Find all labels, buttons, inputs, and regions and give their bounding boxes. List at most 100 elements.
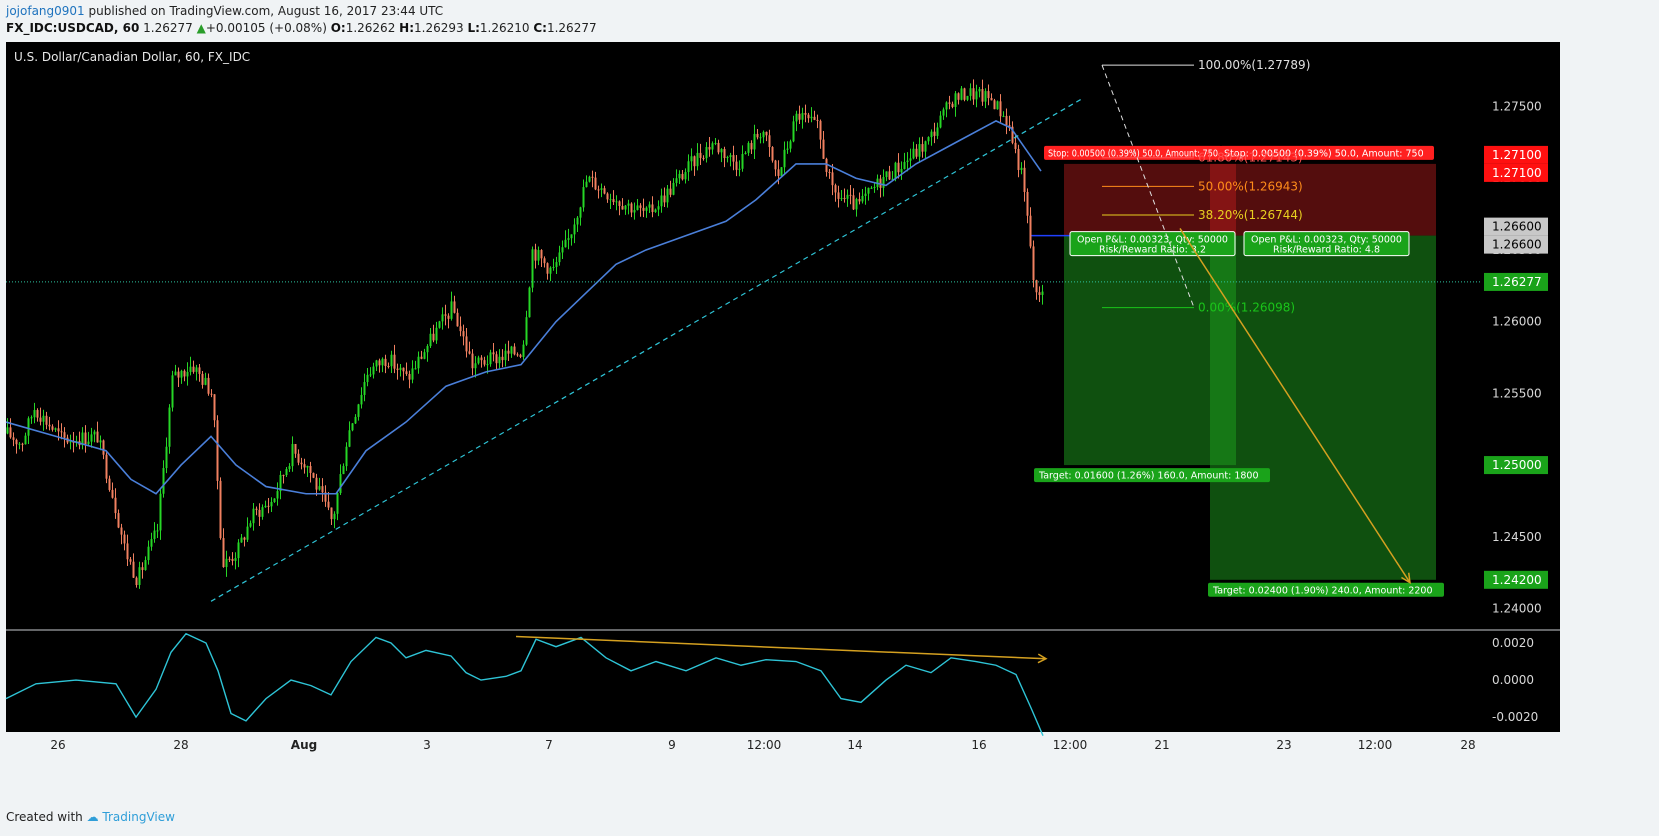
candle-body-166 — [504, 350, 507, 361]
candle-body-256 — [774, 160, 777, 170]
low-value: 1.26210 — [479, 21, 530, 35]
candle-body-246 — [744, 152, 747, 155]
fib-trend-line — [1101, 64, 1195, 308]
candle-body-258 — [780, 167, 783, 176]
candle-body-321 — [969, 88, 972, 96]
candle-body-165 — [501, 356, 504, 361]
time-tick-8: 16 — [971, 738, 986, 752]
candle-body-262 — [792, 121, 795, 142]
candle-body-309 — [933, 131, 936, 136]
candle-body-302 — [912, 148, 915, 159]
time-axis[interactable] — [6, 732, 1560, 754]
candle-body-270 — [816, 119, 819, 121]
price-scale-label-6: 1.24200 — [1492, 573, 1542, 587]
time-tick-9: 12:00 — [1053, 738, 1088, 752]
candle-body-49 — [153, 530, 156, 540]
candle-body-189 — [573, 224, 576, 235]
trading-chart[interactable]: 1.275001.270001.265001.260001.255001.250… — [0, 42, 1659, 800]
candle-body-178 — [540, 250, 543, 259]
fibonacci-retracement[interactable]: 100.00%(1.27789) 61.80%(1.27143) 50.00%(1.… — [6, 58, 1482, 585]
candle-body-231 — [699, 152, 702, 158]
candle-body-269 — [813, 116, 816, 120]
price-tick-3: 1.26000 — [1492, 315, 1542, 329]
candle-body-265 — [801, 113, 804, 120]
candle-body-48 — [150, 539, 153, 547]
position-tools[interactable]: Stop: 0.00500 (0.39%) 50.0, Amount: 750 O… — [1030, 145, 1444, 597]
time-tick-6: 12:00 — [747, 738, 782, 752]
candle-body-83 — [255, 508, 258, 510]
candle-body-127 — [387, 365, 390, 367]
candle-body-323 — [975, 91, 978, 100]
candle-body-159 — [483, 360, 486, 365]
tradingview-brand-link[interactable]: TradingView — [102, 810, 175, 824]
candle-body-109 — [333, 513, 336, 520]
stop-label-box-0 — [1044, 145, 1222, 160]
trendline-tools[interactable] — [210, 98, 1082, 602]
candle-body-107 — [327, 501, 330, 508]
candle-body-123 — [375, 360, 378, 367]
pnl-label-1: Open P&L: 0.00323, Qty: 50000 — [1251, 235, 1402, 246]
candle-body-141 — [429, 333, 432, 347]
time-tick-7: 14 — [847, 738, 862, 752]
candle-body-330 — [996, 101, 999, 110]
pnl-box-1 — [1243, 231, 1410, 257]
price-scale-label-box-0 — [1484, 145, 1548, 164]
candle-body-15 — [51, 426, 54, 430]
time-tick-3: 3 — [423, 738, 431, 752]
candle-body-241 — [729, 155, 732, 157]
candle-body-162 — [492, 352, 495, 355]
candle-body-108 — [330, 507, 333, 520]
target-label-box-0 — [1034, 468, 1270, 483]
candle-body-29 — [93, 431, 96, 435]
candle-body-58 — [180, 370, 183, 378]
candle-body-78 — [240, 537, 243, 543]
candle-body-336 — [1014, 142, 1017, 149]
oscillator-pane[interactable] — [6, 630, 1482, 732]
candle-body-283 — [855, 199, 858, 210]
candle-body-17 — [57, 428, 60, 432]
price-scale-label-0: 1.27100 — [1492, 148, 1542, 162]
candle-body-177 — [537, 250, 540, 261]
candle-body-93 — [285, 469, 288, 476]
candle-body-21 — [69, 441, 72, 443]
candle-body-278 — [840, 197, 843, 199]
candlestick-series — [6, 79, 1044, 589]
candle-body-121 — [369, 374, 372, 376]
price-tick-6: 1.24500 — [1492, 530, 1542, 544]
rr-label-0: Risk/Reward Ratio: 3.2 — [1099, 245, 1206, 256]
candle-body-190 — [576, 217, 579, 225]
candle-body-79 — [243, 537, 246, 540]
candle-body-343 — [1035, 280, 1038, 293]
candle-body-327 — [987, 91, 990, 99]
candle-body-97 — [297, 453, 300, 463]
publisher-username[interactable]: jojofang0901 — [6, 4, 85, 18]
price-scale-label-box-1 — [1484, 163, 1548, 182]
candle-body-99 — [303, 464, 306, 468]
candle-body-240 — [726, 156, 729, 159]
price-scale-labels: 1.27100 1.27100 1.26600 1.26600 1.26277 1.250… — [1484, 145, 1548, 589]
candle-body-205 — [621, 205, 624, 210]
candle-body-158 — [480, 357, 483, 361]
candle-body-114 — [348, 430, 351, 447]
published-info: published on TradingView.com, August 16,… — [84, 4, 444, 18]
candle-body-70 — [216, 420, 219, 481]
candle-body-129 — [393, 354, 396, 369]
candle-body-251 — [759, 137, 762, 139]
candle-body-89 — [273, 498, 276, 503]
candle-body-222 — [672, 182, 675, 195]
candle-body-35 — [111, 489, 114, 498]
candle-body-225 — [681, 173, 684, 180]
candle-body-104 — [318, 486, 321, 490]
time-tick-2: Aug — [291, 738, 317, 752]
candle-body-16 — [54, 428, 57, 430]
candle-body-3 — [15, 439, 18, 445]
candle-body-288 — [870, 187, 873, 189]
candle-body-301 — [909, 158, 912, 161]
candle-body-10 — [36, 410, 39, 418]
candle-body-28 — [90, 434, 93, 442]
symbol-name: FX_IDC:USDCAD, 60 — [6, 21, 140, 35]
candle-body-226 — [684, 172, 687, 180]
candle-body-183 — [555, 262, 558, 267]
candle-body-88 — [270, 502, 273, 507]
candle-body-238 — [720, 149, 723, 153]
